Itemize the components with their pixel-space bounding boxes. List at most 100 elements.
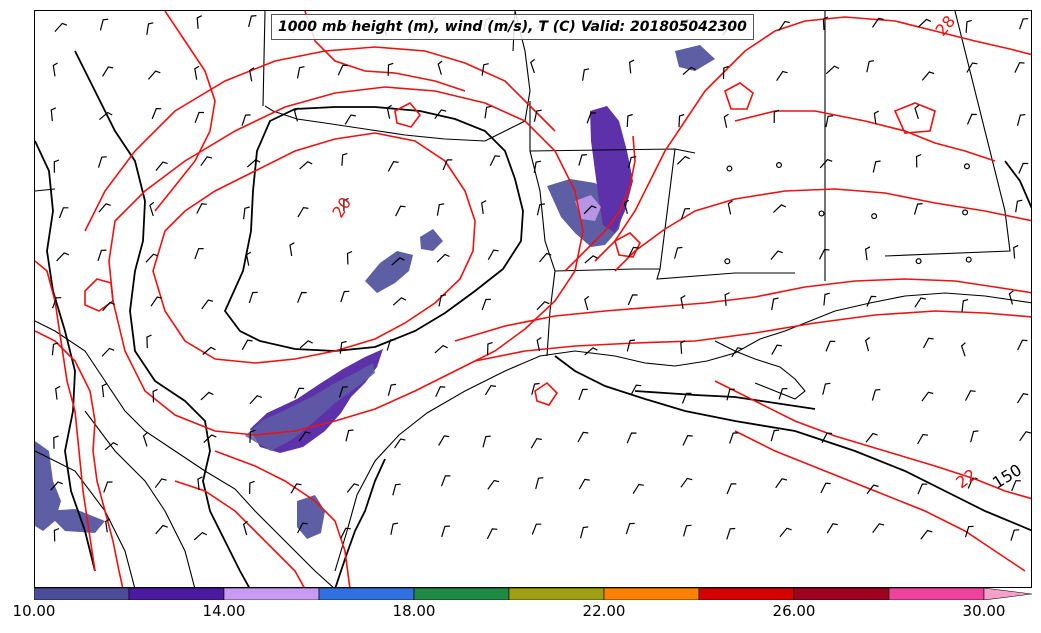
- coastline-borders: [35, 11, 1031, 587]
- wind-barb: [683, 524, 692, 537]
- wind-barb: [51, 342, 59, 356]
- wind-barb: [346, 250, 353, 265]
- wind-barb: [627, 294, 638, 306]
- wind-barb: [97, 249, 107, 262]
- wind-barb: [289, 242, 295, 257]
- wind-barb: [779, 527, 792, 538]
- wind-barb: [50, 481, 63, 491]
- wind-barb: [436, 253, 450, 263]
- shade-region-north-texas-2: [420, 229, 443, 251]
- wind-barb: [865, 432, 878, 443]
- wind-barb: [970, 430, 979, 443]
- wind-barb: [201, 299, 214, 310]
- height-contour-7: [1004, 160, 1031, 209]
- wind-barb: [196, 15, 202, 29]
- texas-oklahoma-border: [264, 11, 531, 142]
- wind-barb: [539, 252, 552, 263]
- calm-wind-marker: [915, 258, 922, 265]
- wind-barb: [731, 347, 743, 358]
- shade-region-ozarks: [590, 106, 633, 233]
- colorbar-segment: [698, 588, 795, 600]
- temp-contour-24: [84, 46, 556, 232]
- shade-region-north-texas: [365, 251, 413, 293]
- calm-wind-marker: [724, 258, 731, 265]
- wind-barb: [344, 114, 356, 125]
- wind-barb: [582, 68, 590, 81]
- wind-barb: [586, 112, 596, 124]
- wind-barb: [146, 334, 152, 349]
- calm-wind-marker: [965, 256, 972, 263]
- wind-barb: [340, 527, 351, 539]
- contour-label-temp-22: 22: [952, 465, 980, 492]
- wind-barb: [101, 66, 114, 77]
- texas-mexico-border-rio-grande: [35, 320, 334, 587]
- wind-barb: [246, 159, 261, 168]
- height-contour-4: [554, 355, 1031, 532]
- wind-barb: [440, 475, 451, 487]
- wind-barb: [914, 297, 926, 308]
- shade-region-mexico-sw: [45, 509, 105, 533]
- wind-barb: [434, 344, 448, 354]
- wind-barb: [438, 294, 447, 307]
- wind-barb: [249, 67, 255, 82]
- wind-barb: [345, 429, 354, 442]
- wind-barb: [487, 249, 499, 260]
- wind-barb: [194, 248, 204, 260]
- wind-barb: [723, 113, 729, 128]
- wind-barb: [726, 527, 736, 540]
- colorbar: [34, 588, 1033, 600]
- wind-barb: [481, 63, 489, 76]
- wind-barb: [823, 292, 830, 306]
- temp-contour-south-1: [174, 480, 305, 587]
- wind-barb: [961, 299, 969, 312]
- contour-label-temp-20: 20: [328, 194, 355, 221]
- wind-barb: [487, 341, 493, 356]
- temp-contour-closed-5: [394, 101, 422, 128]
- wind-barb: [248, 15, 257, 27]
- wind-barb: [147, 70, 161, 80]
- wind-barb: [105, 518, 111, 533]
- calm-wind-marker: [818, 210, 825, 217]
- temp-contour-gulf-3: [714, 380, 1031, 500]
- shade-region-mexico-west: [35, 441, 61, 531]
- wind-barb: [299, 340, 313, 349]
- calm-wind-marker: [776, 162, 783, 169]
- wind-barb: [249, 394, 263, 405]
- wind-barb: [104, 441, 119, 451]
- wind-barb: [722, 65, 729, 80]
- wind-barb: [249, 429, 256, 443]
- wind-barb: [482, 435, 491, 448]
- wind-barb: [674, 246, 683, 259]
- wind-barb: [771, 344, 783, 355]
- wind-barb: [872, 160, 881, 173]
- colorbar-segment: [318, 588, 415, 600]
- wind-barb: [584, 295, 590, 311]
- wind-barb: [1017, 339, 1028, 351]
- wind-barb: [241, 339, 253, 351]
- wind-barb: [825, 115, 834, 128]
- temp-contour-closed-3: [614, 232, 641, 258]
- wind-barb: [152, 388, 158, 403]
- wind-barb: [1014, 62, 1025, 73]
- wind-barb: [960, 342, 966, 357]
- wind-barb: [154, 478, 167, 489]
- wind-barb: [1013, 244, 1019, 259]
- wind-barb: [194, 65, 200, 80]
- colorbar-tick-label: 30.00: [962, 602, 1006, 620]
- wind-barb: [337, 64, 348, 76]
- wind-barb: [775, 478, 788, 489]
- wind-barb: [626, 113, 633, 128]
- wind-barb: [627, 246, 639, 258]
- wind-barb: [921, 391, 934, 402]
- wind-barb: [584, 255, 598, 264]
- wind-barb: [55, 385, 61, 400]
- wind-barb: [442, 159, 453, 171]
- wind-barb: [920, 529, 933, 540]
- mexico-state-border-1: [84, 410, 196, 587]
- wind-barb: [438, 435, 450, 446]
- temp-contour-gulf-4: [734, 430, 1026, 572]
- wind-barb: [536, 203, 545, 216]
- wind-barb: [248, 291, 258, 304]
- wind-barb: [484, 384, 496, 396]
- shade-region-central-texas-outer: [245, 363, 375, 451]
